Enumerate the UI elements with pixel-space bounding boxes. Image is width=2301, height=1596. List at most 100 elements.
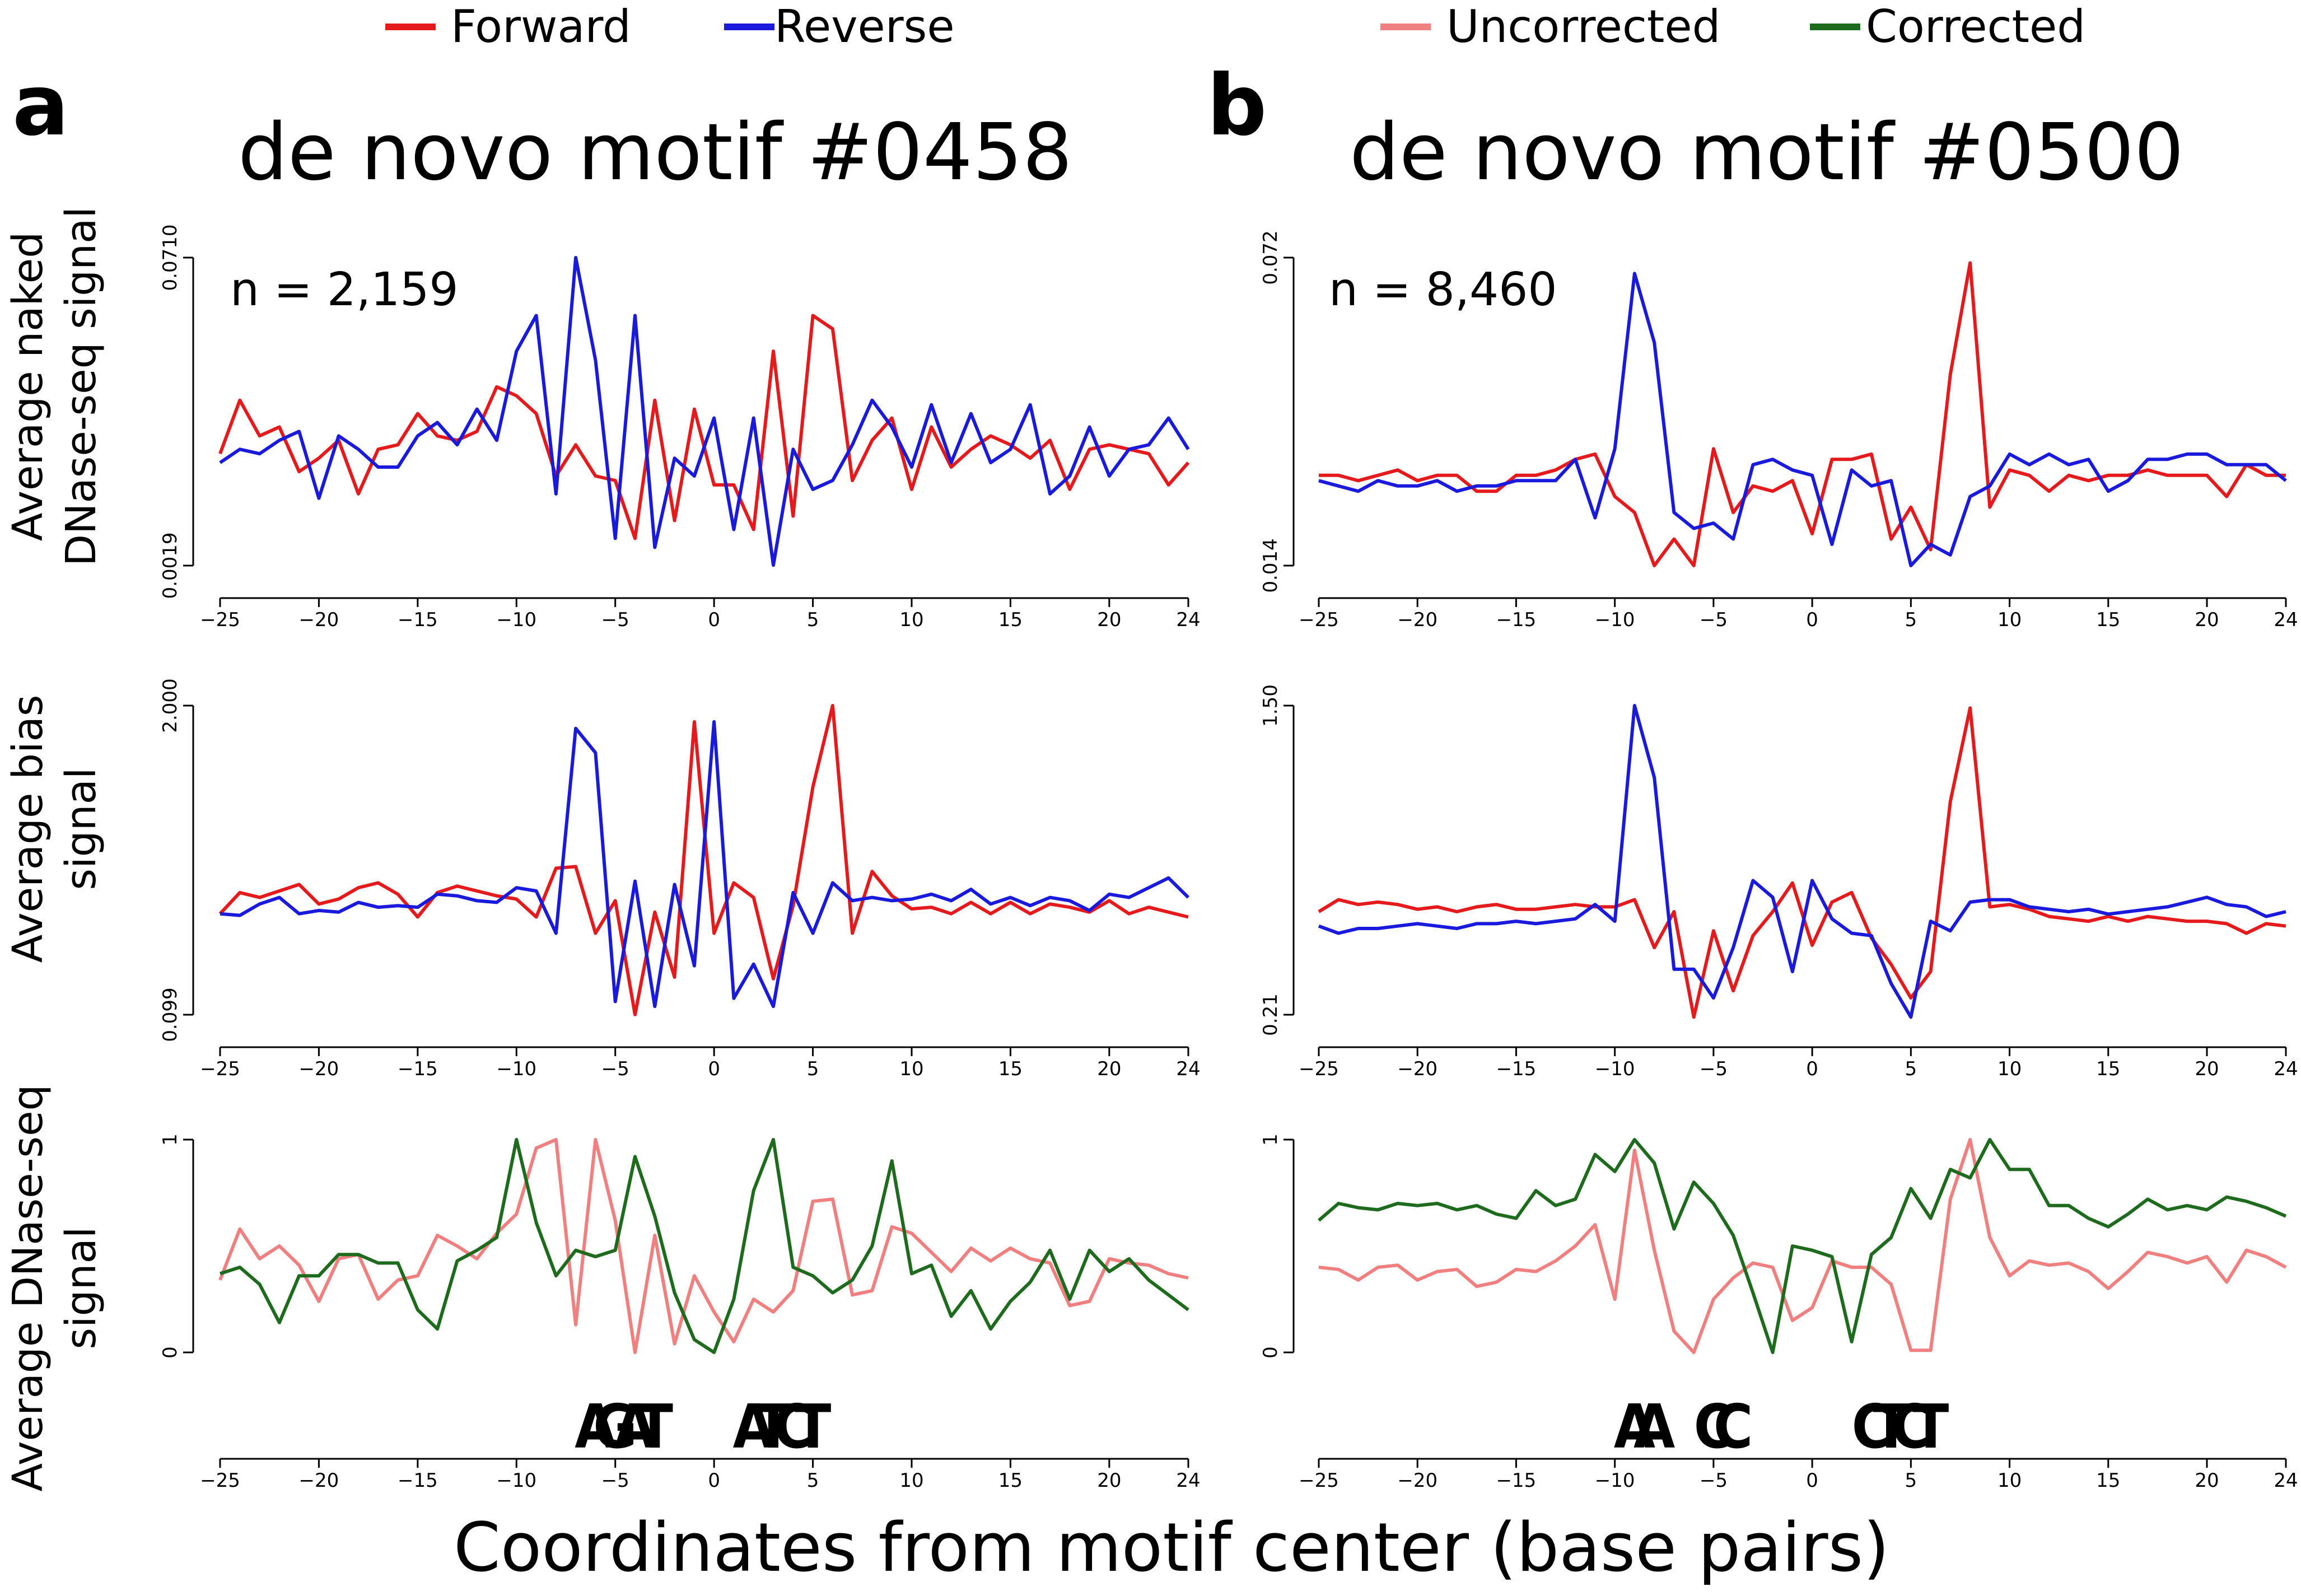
panel-b-row2-x-tick-label-0: −25 <box>1299 1058 1339 1080</box>
panel-b-row2-y-tick-label-0: 0.21 <box>1259 993 1282 1036</box>
panel-a-row1-x-tick-label-2: −15 <box>398 609 438 631</box>
motif-logo-a-letter-1-2: C <box>773 1392 813 1463</box>
panel-b-row3-x-tick-label-2: −15 <box>1496 1469 1537 1492</box>
panel-b-row3-x-tick-label-8: 15 <box>2096 1469 2120 1492</box>
panel-a-row3-x-tick-label-6: 5 <box>807 1469 819 1492</box>
panel-b-row1-x-tick-label-0: −25 <box>1299 609 1339 631</box>
panel-a-row1-n-annotation: n = 2,159 <box>230 263 459 316</box>
panel-a-row1-series-reverse <box>219 256 1190 567</box>
panel-a-row1-x-tick-label-3: −10 <box>496 609 536 631</box>
panel-b-row3-x-tick-label-10: 24 <box>2274 1469 2298 1492</box>
panel-a-row2-x-tick-label-7: 10 <box>899 1058 923 1080</box>
panel-b-row3-x-tick-label-1: −20 <box>1397 1469 1437 1492</box>
panel-b-row2-x-tick-label-2: −15 <box>1496 1058 1537 1080</box>
panel-letter-b: b <box>1207 57 1267 155</box>
motif-logo-b-letter-2-0: C <box>1852 1392 1891 1463</box>
row-label-naked-line1: Average naked <box>4 232 52 541</box>
panel-a-row3-x-tick-label-10: 24 <box>1176 1469 1200 1492</box>
motif-logo-a-letter-0-3: T <box>637 1392 674 1463</box>
panel-b-row2-x-tick-label-5: 0 <box>1806 1058 1818 1080</box>
legend-label-corrected: Corrected <box>1866 1 2085 53</box>
panel-b-row2: 0.21 1.50 −25 −20 −15 −10 −5 0 5 10 15 20 24 <box>1259 684 2298 1080</box>
panel-a-row1-x-tick-label-10: 24 <box>1176 609 1200 631</box>
panel-a-row1-x-tick-label-5: 0 <box>708 609 720 631</box>
motif-logo-a-letter-1-3: T <box>795 1392 832 1463</box>
panel-b-row3-x-tick-label-6: 5 <box>1905 1469 1917 1492</box>
panel-a-row1-x-tick-label-6: 5 <box>807 609 819 631</box>
panel-b-row2-x-tick-label-8: 15 <box>2096 1058 2120 1080</box>
panel-a-row3-x-tick-label-8: 15 <box>998 1469 1023 1492</box>
panel-b-row1-x-tick-label-4: −5 <box>1700 609 1728 631</box>
panel-b-row3-x-tick-label-5: 0 <box>1806 1469 1818 1492</box>
panel-a-row2-x-tick-label-10: 24 <box>1176 1058 1200 1080</box>
row-label-naked: Average naked DNase-seq signal <box>4 207 105 566</box>
panel-a-row3-x-tick-label-2: −15 <box>398 1469 438 1492</box>
panel-b-row1-x-tick-label-10: 24 <box>2274 609 2298 631</box>
panel-b-row1-x-tick-label-7: 10 <box>1997 609 2022 631</box>
motif-logo-b-letter-2-2: C <box>1891 1392 1930 1463</box>
panel-a-row3-series-corrected <box>220 1138 1189 1354</box>
row-label-naked-line2: DNase-seq signal <box>57 207 105 566</box>
panel-a-row3-x-tick-label-5: 0 <box>708 1469 720 1492</box>
panel-a-row2-x-tick-label-2: −15 <box>398 1058 438 1080</box>
panel-b-row2-series-forward <box>1318 706 2286 1019</box>
panel-b-row1-x-tick-label-5: 0 <box>1806 609 1818 631</box>
panel-b-row1: 0.014 0.072 −25 −20 −15 −10 −5 0 5 10 15 20 24 n = 8,… <box>1259 230 2298 631</box>
motif-logo-b-letter-2-3: T <box>1912 1392 1949 1463</box>
panel-b-row2-y-tick-label-1: 1.50 <box>1259 684 1282 727</box>
panel-b-row1-x-tick-label-1: −20 <box>1397 609 1437 631</box>
panel-b-row3-x-tick-label-4: −5 <box>1700 1469 1728 1492</box>
motif-logo-b-letter-1-0: C <box>1694 1392 1733 1463</box>
row-label-bias-line2: signal <box>57 768 105 890</box>
panel-b-row2-x-tick-label-10: 24 <box>2274 1058 2298 1080</box>
row-label-dnase-line1: Average DNase-seq <box>4 1085 52 1492</box>
motif-logo-a-letter-0-0: A <box>575 1392 616 1463</box>
panel-a-row3-x-tick-label-3: −10 <box>496 1469 536 1492</box>
panel-b-row3-x-tick-label-3: −10 <box>1595 1469 1635 1492</box>
panel-b-row2-x-tick-label-9: 20 <box>2195 1058 2219 1080</box>
panel-b-row1-n-annotation: n = 8,460 <box>1329 263 1557 316</box>
panel-a-row1: 0.0019 0.0710 −25 −20 −15 −10 −5 0 5 10 15 20 24 n = … <box>159 225 1201 631</box>
panel-a-row1-x-tick-label-1: −20 <box>299 609 339 631</box>
panel-b-row3-x-tick-label-7: 10 <box>1997 1469 2022 1492</box>
panel-b-row3-series-corrected <box>1318 1138 2287 1354</box>
panel-a-row3-x-tick-label-0: −25 <box>200 1469 240 1492</box>
legend-label-forward: Forward <box>451 1 631 53</box>
panel-a-row2-series-reverse <box>220 720 1190 1009</box>
panel-a-row3-y-tick-label-1: 1 <box>159 1133 181 1146</box>
panel-a-row1-y-tick-label-1: 0.0710 <box>159 225 181 291</box>
panel-a-row2-x-tick-label-8: 15 <box>998 1058 1023 1080</box>
panel-a-row1-series-forward <box>218 314 1190 540</box>
panel-a-row2-x-tick-label-6: 5 <box>807 1058 819 1080</box>
motif-logo-b-letter-0-1: A <box>1633 1392 1675 1463</box>
panel-b-row2-x-tick-label-6: 5 <box>1905 1058 1917 1080</box>
panel-a-row2-y-tick-label-1: 2.000 <box>159 678 181 732</box>
row-label-bias-line1: Average bias <box>4 695 52 963</box>
x-axis-title: Coordinates from motif center (base pair… <box>454 1509 1889 1587</box>
panel-a-row1-x-tick-label-8: 15 <box>998 609 1023 631</box>
panel-a-row2-x-tick-label-9: 20 <box>1097 1058 1121 1080</box>
panel-a-row1-x-tick-label-7: 10 <box>899 609 923 631</box>
panel-b-row3-x-tick-label-9: 20 <box>2195 1469 2219 1492</box>
panel-b-row3-x-tick-label-0: −25 <box>1299 1469 1339 1492</box>
panel-a-row3-x-tick-label-9: 20 <box>1097 1469 1121 1492</box>
panel-a-row2-x-tick-label-0: −25 <box>200 1058 240 1080</box>
panel-b-row3-y-tick-label-1: 1 <box>1259 1133 1282 1146</box>
panel-a-row2-x-tick-label-3: −10 <box>496 1058 536 1080</box>
panel-b-row1-series-forward <box>1319 261 2286 567</box>
panel-a-row3-series-uncorrected <box>218 1138 1189 1354</box>
motif-logo-b-letter-1-1: C <box>1714 1392 1753 1463</box>
panel-b-row1-x-tick-label-9: 20 <box>2195 609 2219 631</box>
panel-title-b: de novo motif #0500 <box>1350 107 2184 198</box>
panel-title-a: de novo motif #0458 <box>238 107 1072 198</box>
legend-label-reverse: Reverse <box>774 1 955 53</box>
panel-b-row1-y-tick-label-0: 0.014 <box>1259 538 1282 592</box>
panel-b-row1-series-reverse <box>1318 272 2287 567</box>
panel-b-row3-y-tick-label-0: 0 <box>1259 1346 1282 1359</box>
motif-logo-a-letter-0-2: A <box>614 1392 656 1463</box>
panel-b-row1-y-tick-label-1: 0.072 <box>1259 230 1282 284</box>
